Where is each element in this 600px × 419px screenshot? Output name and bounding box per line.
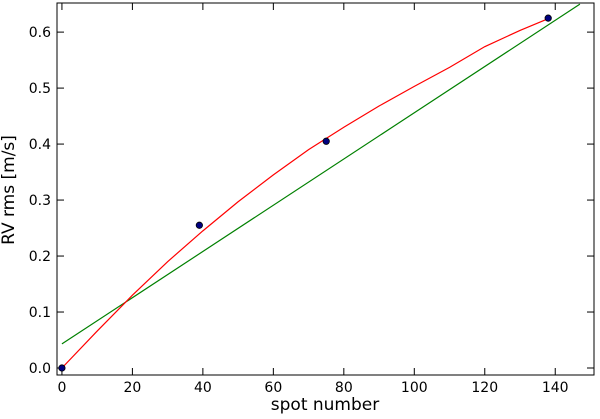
- y-tick-label: 0.3: [29, 193, 51, 209]
- data-point: [195, 221, 203, 229]
- x-axis-label: spot number: [271, 395, 379, 415]
- x-tick-label: 0: [57, 380, 66, 396]
- data-point: [544, 14, 552, 22]
- x-tick-label: 120: [471, 380, 498, 396]
- y-tick-label: 0.6: [29, 25, 51, 41]
- y-tick-label: 0.2: [29, 249, 51, 265]
- y-tick-label: 0.5: [29, 81, 51, 97]
- x-tick-label: 100: [401, 380, 428, 396]
- fit-line: [61, 3, 581, 345]
- plot-frame: [56, 2, 595, 376]
- y-axis-label: RV rms [m/s]: [0, 135, 19, 245]
- data-point: [322, 137, 330, 145]
- x-tick-label: 40: [194, 380, 212, 396]
- data-point: [58, 364, 66, 372]
- x-tick-label: 60: [264, 380, 282, 396]
- fit-line: [61, 18, 549, 369]
- x-tick-label: 80: [335, 380, 353, 396]
- x-tick-label: 20: [123, 380, 141, 396]
- y-tick-label: 0.1: [29, 305, 51, 321]
- x-tick-label: 140: [542, 380, 569, 396]
- y-tick-label: 0.0: [29, 361, 51, 377]
- y-tick-label: 0.4: [29, 137, 51, 153]
